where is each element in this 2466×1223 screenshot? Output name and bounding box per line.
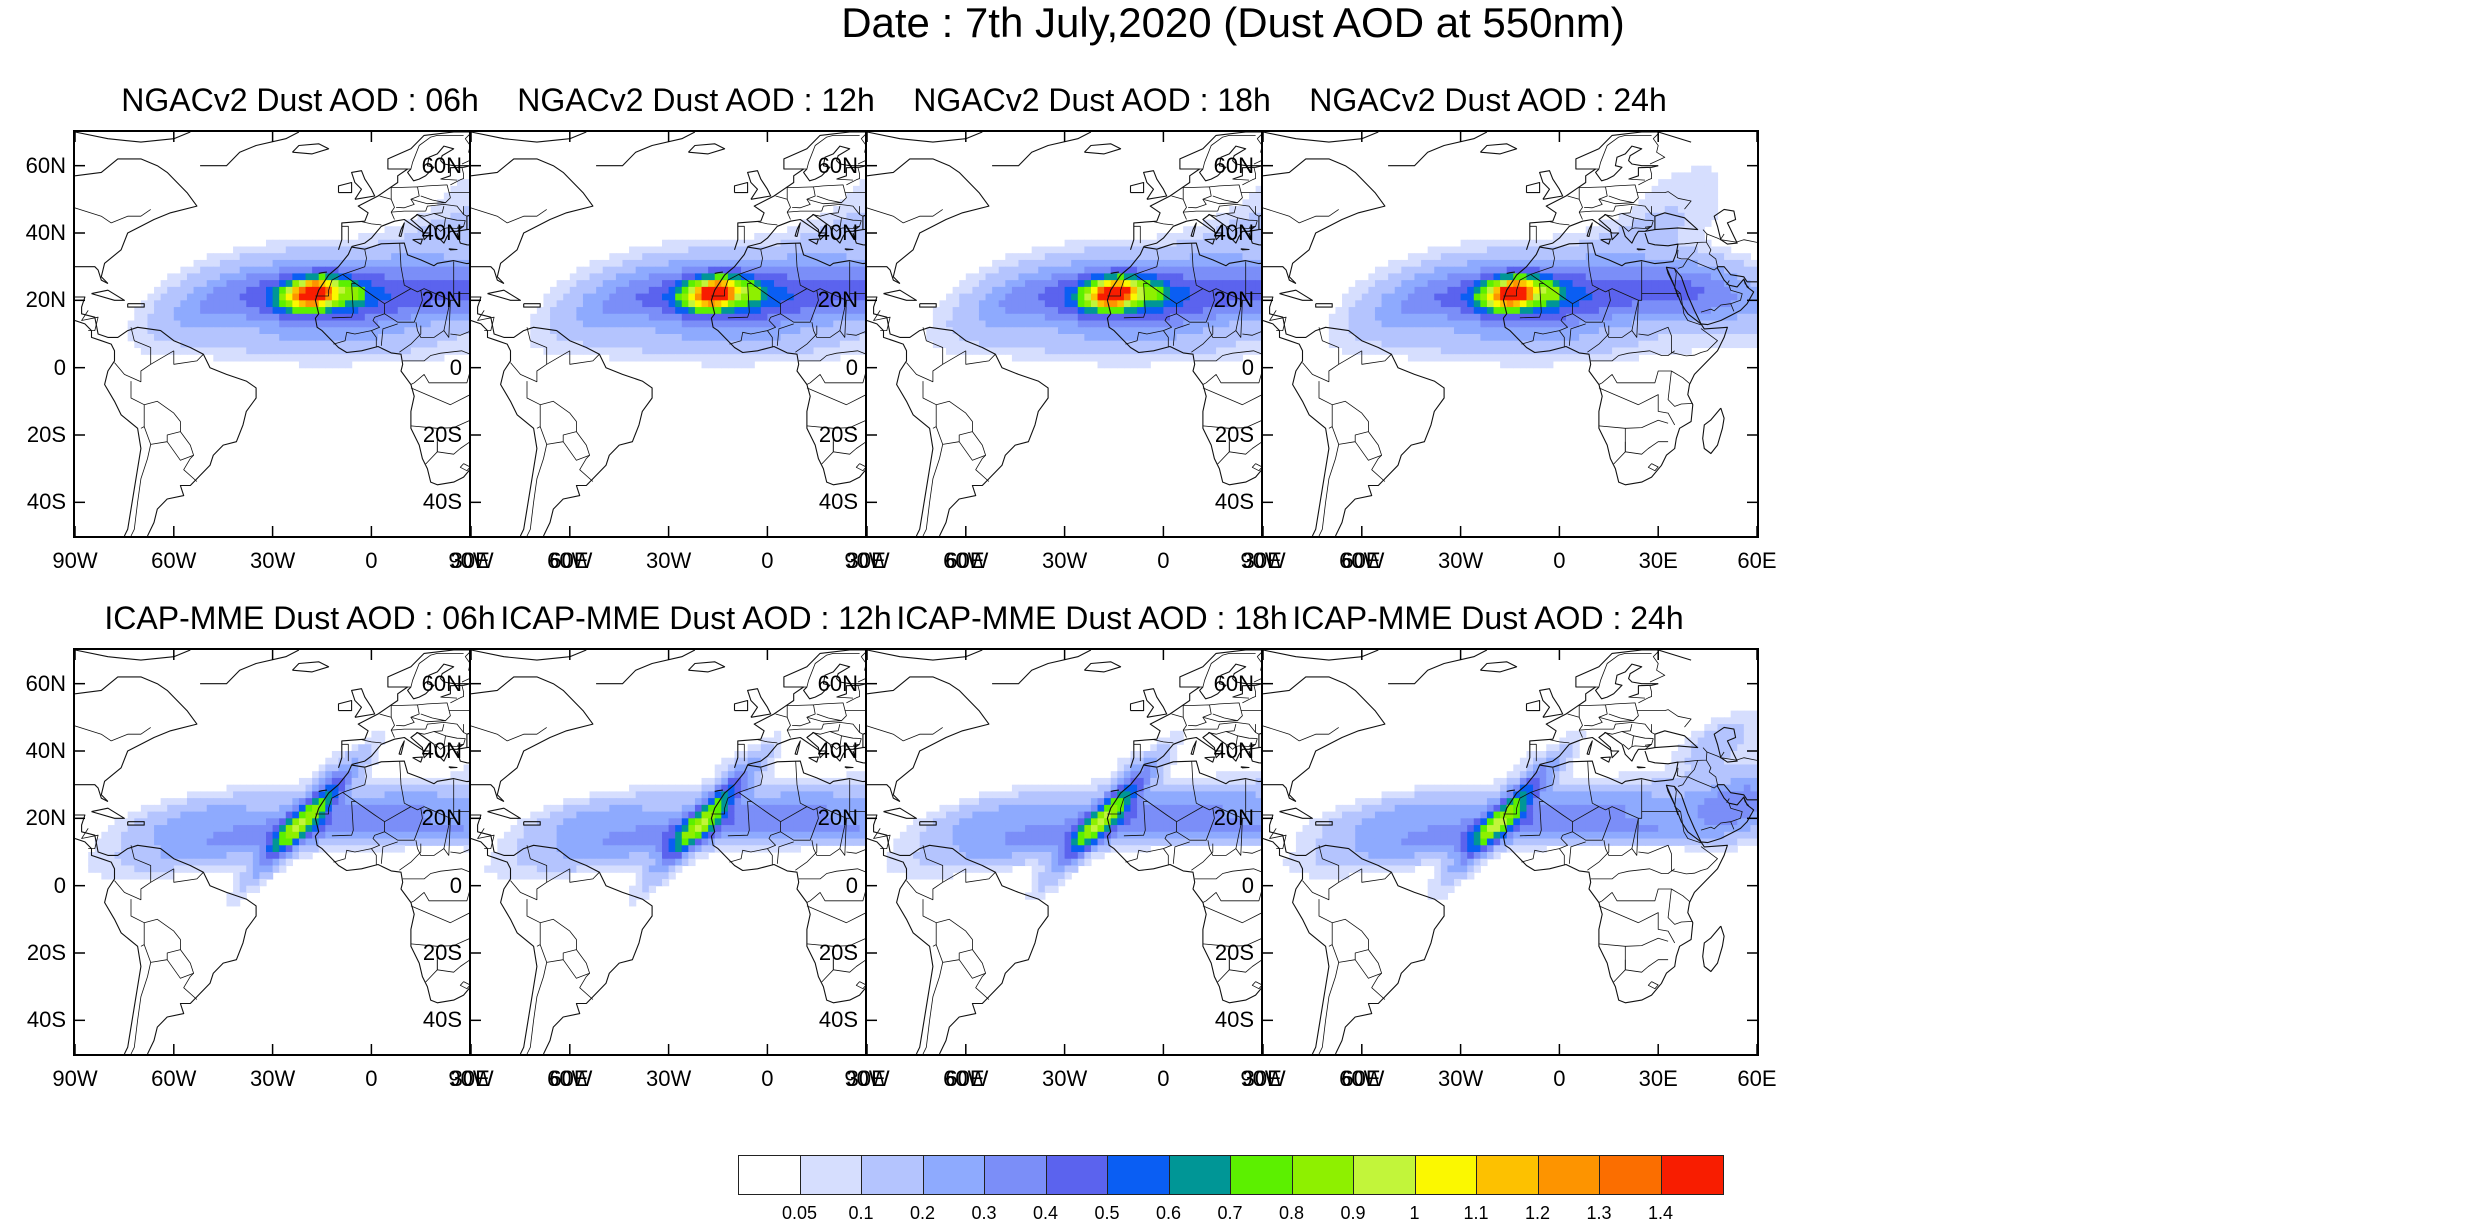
lon-tick-label: 30W — [1025, 550, 1105, 572]
lon-tick-label: 90W — [827, 550, 907, 572]
lat-tick-label: 0 — [0, 357, 66, 379]
lat-tick-label: 20S — [788, 424, 858, 446]
lat-tick-label: 40N — [392, 222, 462, 244]
lat-tick-label: 20N — [788, 289, 858, 311]
lat-tick-label: 60N — [788, 155, 858, 177]
figure-title: Date : 7th July,2020 (Dust AOD at 550nm) — [0, 0, 2466, 46]
lon-tick-label: 60W — [530, 550, 610, 572]
lon-tick-label: 30W — [629, 550, 709, 572]
lat-tick-label: 0 — [788, 357, 858, 379]
lon-tick-label: 30W — [233, 550, 313, 572]
lat-tick-label: 40S — [392, 491, 462, 513]
lon-tick-label: 90W — [35, 550, 115, 572]
lat-tick-label: 40S — [0, 491, 66, 513]
lon-tick-label: 60W — [926, 550, 1006, 572]
lon-tick-label: 90W — [431, 550, 511, 572]
lat-tick-label: 60N — [392, 155, 462, 177]
lat-tick-label: 40N — [0, 222, 66, 244]
lat-tick-label: 20N — [0, 289, 66, 311]
lat-tick-label: 20S — [0, 424, 66, 446]
lat-tick-label: 20N — [392, 289, 462, 311]
lon-tick-label: 60W — [134, 550, 214, 572]
lat-tick-label: 60N — [0, 155, 66, 177]
lat-tick-label: 40S — [788, 491, 858, 513]
lat-tick-label: 40N — [788, 222, 858, 244]
lat-tick-label: 20S — [392, 424, 462, 446]
lat-tick-label: 0 — [392, 357, 462, 379]
